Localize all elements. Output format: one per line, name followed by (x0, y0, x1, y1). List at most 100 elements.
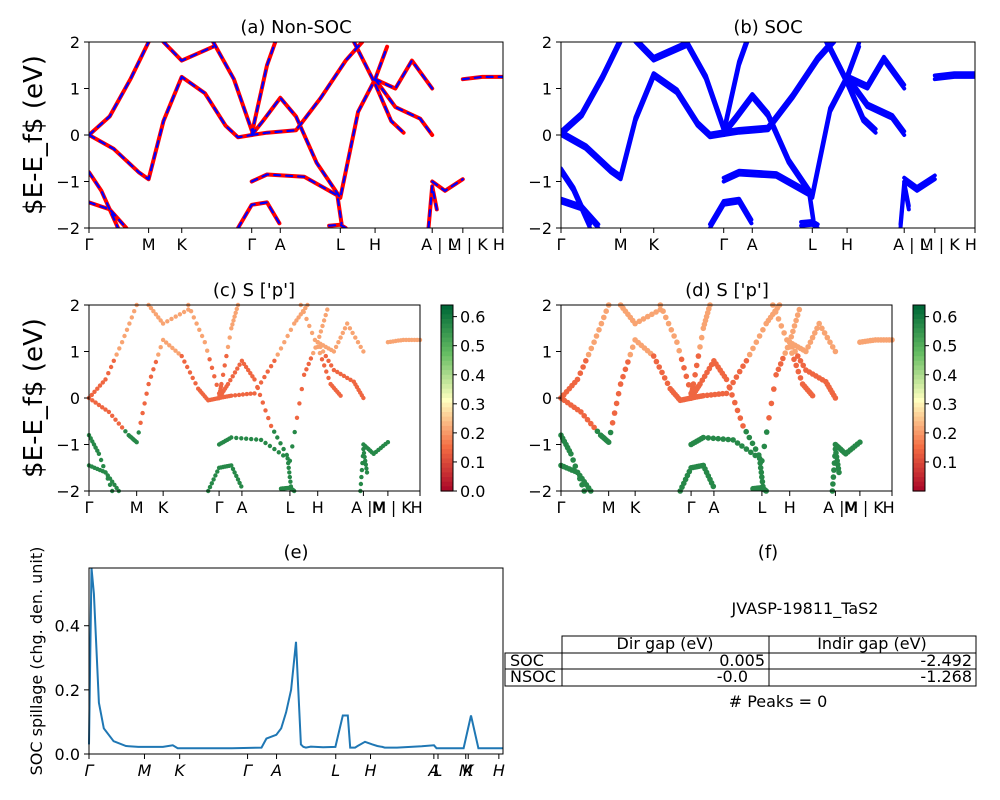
header-indir-gap: Indir gap (eV) (817, 634, 927, 653)
band-point (698, 334, 705, 341)
band-point (771, 386, 777, 392)
band-point (239, 436, 244, 441)
xtick-label: M | K (448, 235, 488, 254)
colorbar-segment (913, 435, 925, 441)
panel-a-ylabel: $E-E_f$ (eV) (19, 55, 49, 215)
band-point (119, 425, 125, 430)
band-point (768, 400, 775, 407)
band-point (325, 307, 330, 312)
band-point (816, 320, 822, 327)
band-point (363, 458, 368, 463)
band-point (737, 415, 744, 421)
colorbar-segment (913, 342, 925, 348)
colorbar-segment (441, 425, 453, 432)
band-point (160, 321, 166, 326)
band-point (361, 349, 366, 354)
band-point (814, 325, 820, 332)
band-point (581, 413, 587, 419)
ytick-label: 0.0 (55, 745, 80, 764)
band-point (151, 367, 156, 372)
band-point (355, 340, 361, 345)
band-point (212, 374, 217, 379)
band-point (272, 429, 277, 434)
colorbar-segment (913, 472, 925, 478)
xtick-label: Γ (85, 761, 95, 780)
band-point (173, 348, 178, 353)
band-point (723, 376, 730, 383)
band-point (338, 393, 343, 398)
band-point (103, 470, 108, 475)
band-point (127, 321, 132, 326)
band-point (258, 437, 264, 443)
band-point (795, 353, 801, 359)
band-point (304, 316, 309, 322)
colorbar-segment (441, 449, 453, 455)
band-point (622, 366, 629, 373)
band-point (281, 446, 286, 452)
band-point (160, 337, 166, 343)
xtick-label: K (174, 761, 186, 780)
band-point (358, 344, 363, 350)
band-point (262, 374, 267, 380)
band-point (324, 369, 329, 374)
colorbar-segment (441, 407, 453, 413)
band-point (598, 320, 605, 327)
band-point (224, 353, 229, 359)
panel-b-title: (b) SOC (733, 17, 802, 38)
ytick-label: 1 (70, 343, 80, 362)
band-point (233, 310, 238, 315)
band-point (345, 375, 350, 381)
band-point (746, 351, 753, 358)
gap-table: Dir gap (eV) Indir gap (eV) SOC 0.005 -2… (504, 634, 977, 687)
band-point (617, 381, 624, 387)
band-line (633, 42, 688, 63)
band-point (89, 392, 95, 398)
colorbar-segment (913, 425, 925, 432)
band-point (803, 348, 809, 355)
band-point (730, 379, 736, 386)
band-point (733, 374, 740, 380)
band-line (89, 171, 120, 228)
band-point (272, 446, 277, 452)
colorbar-segment (441, 486, 453, 492)
band-point (188, 309, 194, 314)
band-point (294, 415, 300, 420)
band-point (636, 318, 643, 325)
band-point (252, 391, 257, 396)
row-label-soc: SOC (510, 651, 544, 670)
ytick-label: −2 (56, 482, 80, 501)
band-point (790, 328, 796, 335)
band-point (832, 395, 839, 401)
band-point (231, 318, 236, 323)
colorbar-segment (441, 411, 453, 418)
panel-d-title: (d) S ['p'] (685, 280, 769, 301)
band-point (753, 339, 760, 346)
colorbar-tick-label: 0.2 (460, 424, 485, 443)
band-point (750, 345, 756, 352)
band-point (743, 446, 750, 452)
band-point (341, 373, 347, 379)
band-point (685, 382, 692, 388)
band-point (182, 359, 187, 364)
band-point (319, 357, 325, 362)
band-point (303, 305, 308, 311)
band-point (736, 368, 743, 375)
xtick-label: K (176, 235, 187, 254)
band-point (116, 421, 122, 426)
band-point (307, 323, 312, 329)
band-point (322, 363, 327, 368)
band-line (250, 42, 277, 137)
band-point (254, 437, 259, 442)
band-point (266, 415, 271, 421)
colorbar-segment (441, 439, 453, 446)
band-point (138, 420, 143, 425)
band-point (340, 330, 345, 336)
band-point (759, 474, 765, 480)
colorbar-segment (913, 449, 925, 455)
colorbar-segment (441, 398, 453, 404)
band-point (710, 435, 717, 442)
colorbar-segment (441, 318, 453, 325)
band-point (693, 362, 700, 369)
